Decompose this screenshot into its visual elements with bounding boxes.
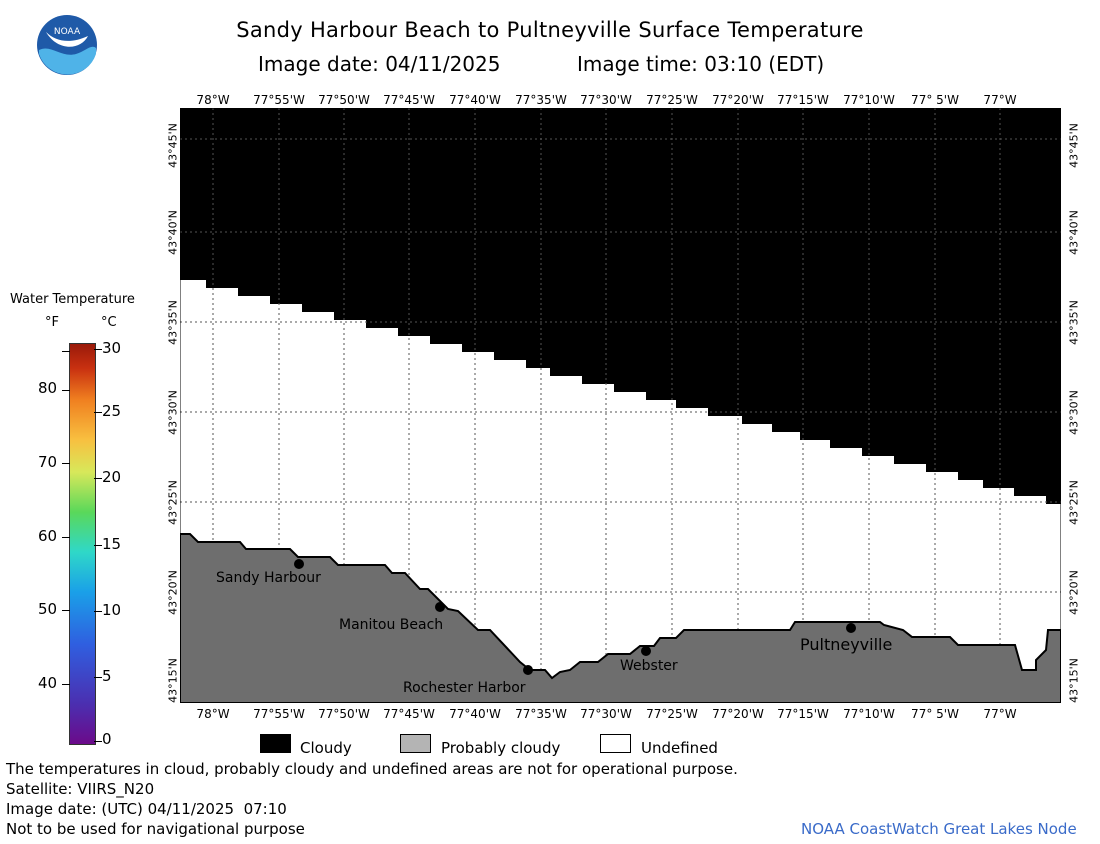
lat-label-left: 43°35'N: [166, 300, 180, 345]
lat-label-right: 43°15'N: [1067, 658, 1081, 703]
noaa-logo-icon: NOAA: [37, 15, 97, 75]
lon-label-top: 77°45'W: [383, 93, 435, 107]
lon-label-top: 77°55'W: [253, 93, 305, 107]
colorbar-c-label: 25: [102, 402, 122, 420]
lon-label-bottom: 77°W: [983, 707, 1017, 721]
image-date: Image date: 04/11/2025: [258, 52, 501, 76]
legend-label-probably-cloudy: Probably cloudy: [441, 739, 561, 757]
town-label: Manitou Beach: [339, 617, 444, 633]
lat-label-right: 43°45'N: [1067, 123, 1081, 168]
colorbar-c-label: 15: [102, 535, 122, 553]
noaa-logo: NOAA: [36, 14, 98, 76]
colorbar-unit-c: °C: [101, 315, 117, 330]
colorbar: [69, 343, 96, 745]
lon-label-top: 77°35'W: [515, 93, 567, 107]
lat-label-left: 43°25'N: [166, 480, 180, 525]
colorbar-c-label: 5: [102, 667, 112, 685]
town-marker: [846, 623, 856, 633]
colorbar-title: Water Temperature: [10, 292, 135, 307]
lat-label-left: 43°20'N: [166, 570, 180, 615]
legend-swatch-probably-cloudy: [400, 734, 431, 753]
legend-label-undefined: Undefined: [641, 739, 718, 757]
lon-label-top: 77°20'W: [712, 93, 764, 107]
lat-label-left: 43°40'N: [166, 210, 180, 255]
lon-label-bottom: 77°35'W: [515, 707, 567, 721]
town-marker: [435, 602, 445, 612]
town-marker: [294, 559, 304, 569]
lat-label-left: 43°45'N: [166, 123, 180, 168]
lat-label-left: 43°30'N: [166, 390, 180, 435]
lon-label-bottom: 77° 5'W: [911, 707, 959, 721]
town-label: Rochester Harbor: [403, 680, 526, 696]
lon-label-top: 77° 5'W: [911, 93, 959, 107]
town-label: Pultneyville: [800, 635, 893, 654]
disclaimer-text: The temperatures in cloud, probably clou…: [6, 760, 738, 778]
town-marker: [523, 665, 533, 675]
lon-label-bottom: 77°25'W: [646, 707, 698, 721]
lat-label-right: 43°25'N: [1067, 480, 1081, 525]
map-title: Sandy Harbour Beach to Pultneyville Surf…: [236, 18, 864, 42]
lon-label-bottom: 77°40'W: [449, 707, 501, 721]
cloud-area: [180, 108, 1061, 504]
lon-label-top: 78°W: [196, 93, 230, 107]
lat-label-right: 43°20'N: [1067, 570, 1081, 615]
lon-label-bottom: 77°20'W: [712, 707, 764, 721]
town-label: Webster: [620, 658, 678, 674]
satellite-text: Satellite: VIIRS_N20: [6, 780, 155, 798]
lon-label-top: 77°15'W: [777, 93, 829, 107]
colorbar-f-label: 60: [38, 527, 58, 545]
credit-text: NOAA CoastWatch Great Lakes Node: [801, 820, 1077, 838]
utc-date-text: Image date: (UTC) 04/11/2025 07:10: [6, 800, 287, 818]
town-marker: [641, 646, 651, 656]
colorbar-f-label: 40: [38, 674, 58, 692]
image-time: Image time: 03:10 (EDT): [577, 52, 825, 76]
logo-text: NOAA: [54, 27, 81, 37]
lon-label-bottom: 77°50'W: [318, 707, 370, 721]
lon-label-bottom: 77°30'W: [580, 707, 632, 721]
lon-label-top: 77°30'W: [580, 93, 632, 107]
lon-label-top: 77°W: [983, 93, 1017, 107]
lon-label-top: 77°25'W: [646, 93, 698, 107]
colorbar-c-label: 0: [102, 730, 112, 748]
colorbar-f-label: 70: [38, 453, 58, 471]
colorbar-c-label: 20: [102, 468, 122, 486]
lat-label-right: 43°30'N: [1067, 390, 1081, 435]
lat-label-right: 43°40'N: [1067, 210, 1081, 255]
lon-label-bottom: 77°10'W: [843, 707, 895, 721]
lat-label-left: 43°15'N: [166, 658, 180, 703]
lat-label-right: 43°35'N: [1067, 300, 1081, 345]
legend-swatch-undefined: [600, 734, 631, 753]
colorbar-f-label: 50: [38, 600, 58, 618]
lon-label-bottom: 77°55'W: [253, 707, 305, 721]
colorbar-c-label: 30: [102, 339, 122, 357]
lon-label-top: 77°40'W: [449, 93, 501, 107]
colorbar-f-label: 80: [38, 379, 58, 397]
lon-label-bottom: 77°45'W: [383, 707, 435, 721]
land-area: [180, 533, 1061, 703]
legend-swatch-cloudy: [260, 734, 291, 753]
colorbar-c-label: 10: [102, 601, 122, 619]
colorbar-unit-f: °F: [45, 315, 59, 330]
lon-label-top: 77°50'W: [318, 93, 370, 107]
lon-label-top: 77°10'W: [843, 93, 895, 107]
town-label: Sandy Harbour: [216, 570, 321, 586]
navigation-warning: Not to be used for navigational purpose: [6, 820, 305, 838]
map-canvas: [180, 108, 1061, 703]
legend-label-cloudy: Cloudy: [300, 739, 352, 757]
lon-label-bottom: 78°W: [196, 707, 230, 721]
lon-label-bottom: 77°15'W: [777, 707, 829, 721]
